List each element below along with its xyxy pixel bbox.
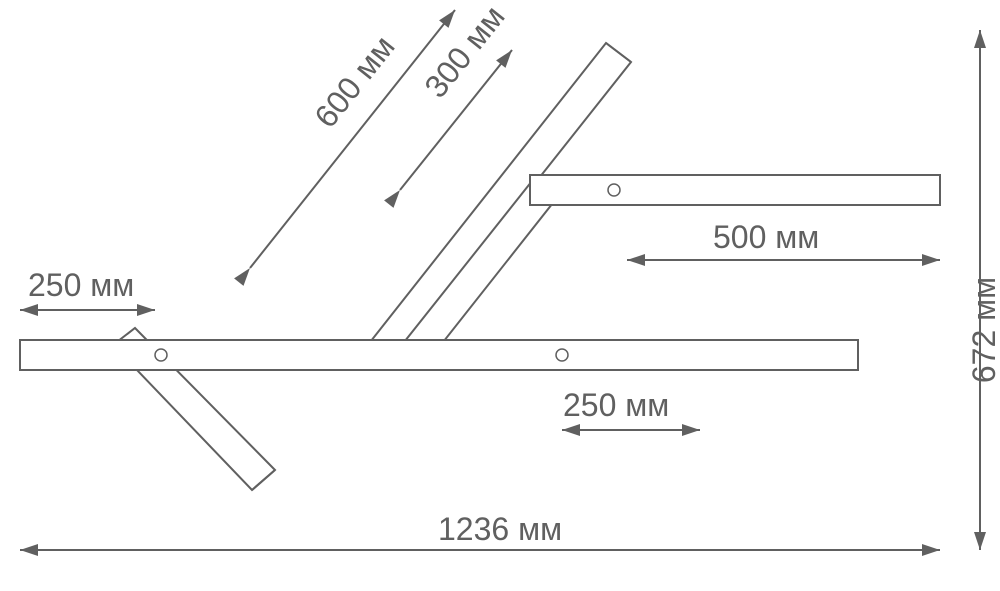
dim-left-250: 250 мм (20, 267, 155, 316)
dim-overall-height-label: 672 мм (966, 277, 1000, 383)
dim-300-label: 300 мм (417, 0, 511, 104)
dim-lower-250-label: 250 мм (563, 387, 669, 423)
dim-500-label: 500 мм (713, 219, 819, 255)
dim-overall-width-label: 1236 мм (438, 511, 562, 547)
dim-overall-height: 672 мм (966, 30, 1000, 550)
dim-300: 300 мм (384, 0, 517, 208)
part-main-bar (20, 340, 858, 370)
dim-600-label: 600 мм (307, 29, 401, 135)
drawing-canvas: 1236 мм 672 мм 250 мм 250 мм 500 мм 600 … (0, 0, 1000, 591)
dim-600: 600 мм (234, 6, 460, 286)
part-upper-bar (530, 175, 940, 205)
dim-overall-width: 1236 мм (20, 511, 940, 556)
hole-mid (556, 349, 568, 361)
dim-500: 500 мм (627, 219, 940, 266)
dim-lower-250: 250 мм (562, 387, 700, 436)
hole-upper (608, 184, 620, 196)
dim-left-250-label: 250 мм (28, 267, 134, 303)
hole-left (155, 349, 167, 361)
